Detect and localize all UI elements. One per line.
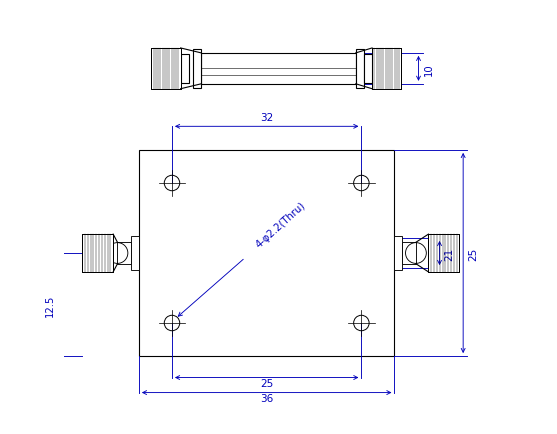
Bar	[193, 49, 201, 89]
Bar	[82, 234, 113, 272]
Bar	[180, 55, 189, 84]
Bar	[372, 49, 402, 89]
Text: 21: 21	[444, 247, 454, 260]
Bar	[402, 243, 416, 264]
Bar	[428, 234, 460, 272]
Bar	[152, 49, 180, 89]
Bar	[364, 55, 372, 84]
Text: 25: 25	[260, 378, 273, 388]
Text: 10: 10	[424, 63, 434, 76]
Text: 25: 25	[468, 247, 478, 260]
Bar	[131, 237, 139, 270]
Bar	[201, 54, 356, 85]
Bar	[356, 49, 364, 89]
Bar	[428, 234, 460, 272]
Text: 12.5: 12.5	[45, 294, 55, 316]
Text: 4-φ2.2(Thru): 4-φ2.2(Thru)	[254, 200, 307, 249]
Bar	[139, 151, 394, 356]
Text: 36: 36	[260, 393, 273, 403]
Bar	[118, 243, 131, 264]
Bar	[394, 237, 402, 270]
Text: 32: 32	[260, 113, 273, 123]
Bar	[82, 234, 113, 272]
Bar	[372, 49, 402, 89]
Bar	[152, 49, 180, 89]
